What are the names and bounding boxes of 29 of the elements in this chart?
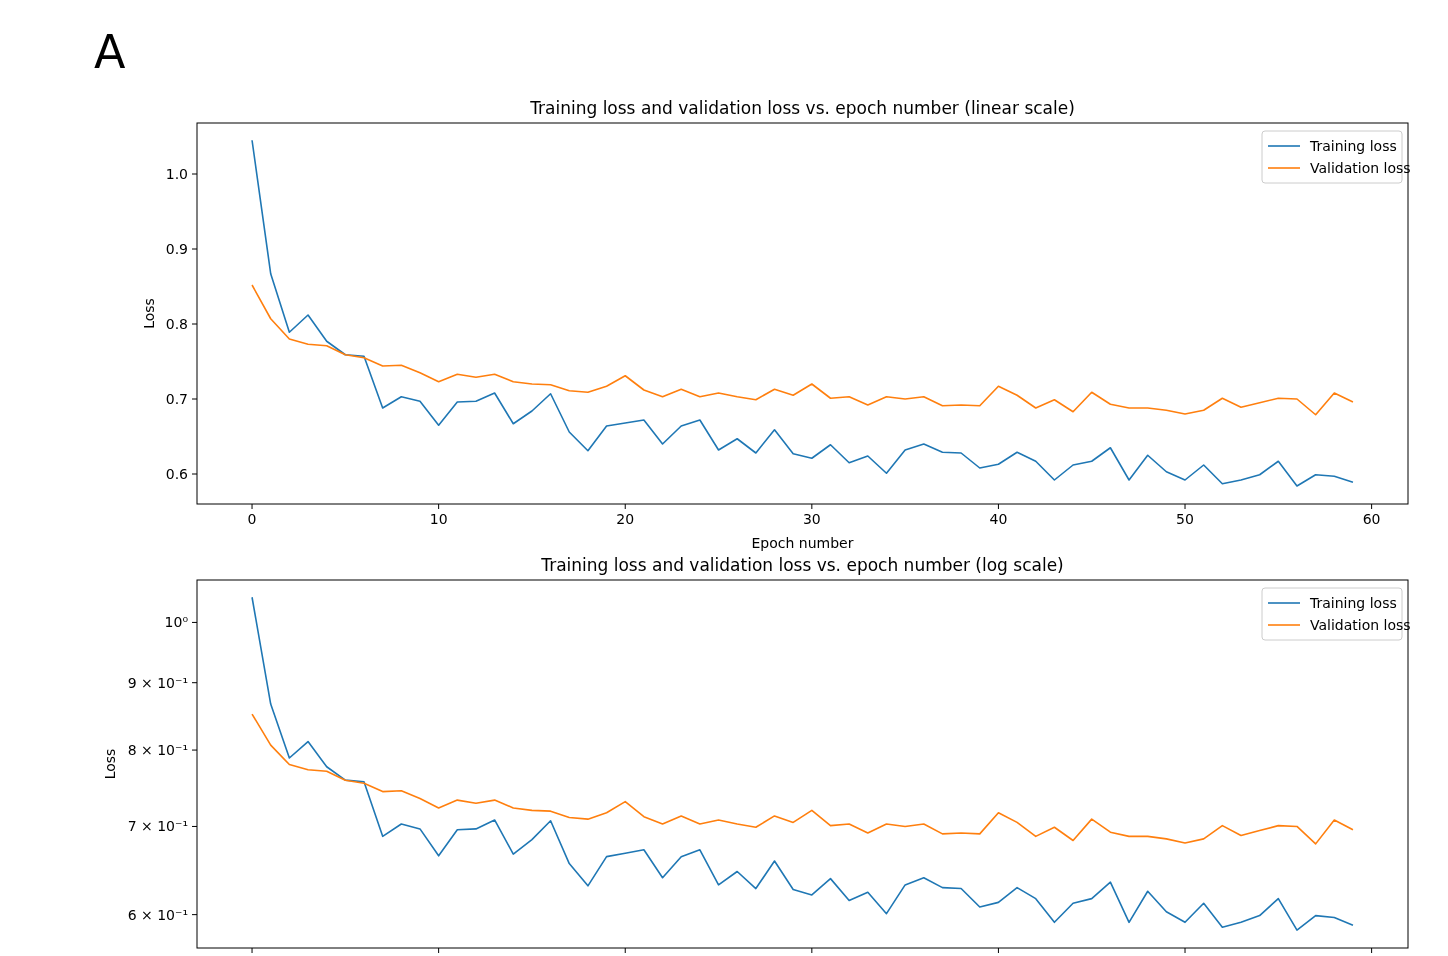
y-tick-label: 0.6 [165,466,189,482]
x-axis-title: Epoch number [751,535,854,551]
text: A [94,25,126,79]
y-tick-label: 7 × 10⁻¹ [127,818,188,835]
y-axis-title: Loss [141,298,157,329]
legend-label: Training loss [1309,138,1397,154]
line-series [251,713,1354,845]
x-tick-label: 20 [616,511,635,527]
y-tick-label: 10⁰ [164,614,189,631]
y-tick-label: 0.7 [165,391,188,407]
y-tick-label: 1.0 [165,166,188,182]
x-tick-label: 10 [429,511,448,527]
x-tick-label: 60 [1362,511,1381,527]
chart-title: Training loss and validation loss vs. epoch number (log scale) [540,555,1064,575]
y-tick-label: 8 × 10⁻¹ [127,742,188,759]
x-tick-label: 30 [802,511,821,527]
legend-label: Validation loss [1310,617,1411,633]
x-tick-label: 50 [1176,511,1194,527]
y-tick-label: 0.9 [165,241,188,257]
legend-label: Training loss [1309,595,1397,611]
y-axis-title: Loss [102,748,118,780]
chart-title: Training loss and validation loss vs. epoch number (linear scale) [529,98,1075,118]
x-tick-label: 0 [247,511,257,527]
x-tick-label: 40 [989,511,1008,527]
y-tick-label: 9 × 10⁻¹ [127,674,188,691]
legend-label: Validation loss [1310,160,1411,176]
line-series [251,284,1354,416]
y-tick-label: 0.8 [165,316,188,332]
y-tick-label: 6 × 10⁻¹ [127,906,188,923]
